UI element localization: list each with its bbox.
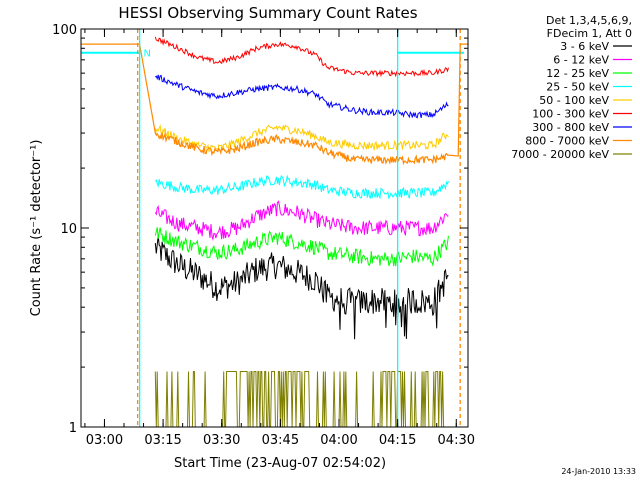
x-tick-label: 03:15 [144,433,181,448]
series-12-25-kev [154,227,449,267]
y-tick-label: 1 [69,421,77,436]
series-7000-20000-kev [154,371,449,427]
series-800-7000-kev [81,43,468,166]
series-300-800-kev [154,74,449,119]
x-tick-label: 04:00 [320,433,357,448]
series-line [154,235,449,340]
series-line [154,227,449,267]
legend: Det 1,3,4,5,6,9,FDecim 1, Att 03 - 6 keV… [511,14,632,161]
x-tick-label: 03:45 [262,433,299,448]
series-line [154,123,449,153]
series-layer [81,36,468,427]
x-tick-label: 03:30 [203,433,240,448]
legend-entry-label: 7000 - 20000 keV [511,148,609,161]
series-3-6-kev [154,235,449,340]
cyan-marker-label: N [144,49,151,60]
x-tick-label: 04:15 [379,433,416,448]
y-tick-label: 100 [52,23,77,38]
legend-header: FDecim 1, Att 0 [547,27,632,40]
legend-entry-label: 3 - 6 keV [560,40,609,53]
legend-entry-label: 50 - 100 keV [539,94,609,107]
series-6-12-kev [154,200,449,241]
series-25-50-kev [154,174,449,200]
legend-entry-label: 800 - 7000 keV [525,135,609,148]
series-100-300-kev [154,36,449,78]
y-axis: 1 10 100 [52,23,468,436]
series-line [154,200,449,241]
legend-entry-label: 300 - 800 keV [532,121,609,134]
x-tick-label: 03:00 [86,433,123,448]
x-axis: 03:00 03:15 03:30 03:45 04:00 04:15 04:30 [84,29,475,448]
series-line [154,74,449,119]
x-tick-label: 04:30 [438,433,475,448]
legend-entry-label: 100 - 300 keV [532,108,609,121]
y-axis-label: Count Rate (s⁻¹ detector⁻¹) [29,140,44,317]
y-tick-label: 10 [60,222,77,237]
chart-title: HESSI Observing Summary Count Rates [118,4,417,22]
legend-entry-label: 6 - 12 keV [553,54,609,67]
generation-timestamp: 24-Jan-2010 13:33 [561,467,636,476]
series-50-100-kev [154,123,449,153]
series-line [154,36,449,78]
legend-header: Det 1,3,4,5,6,9, [546,14,632,27]
series-line [154,371,449,427]
legend-entry-label: 12 - 25 keV [546,67,609,80]
annotation-layer: N [81,29,465,427]
legend-entry-label: 25 - 50 keV [546,81,609,94]
series-line [154,174,449,200]
x-axis-label: Start Time (23-Aug-07 02:54:02) [174,456,386,471]
series-line [81,43,468,166]
